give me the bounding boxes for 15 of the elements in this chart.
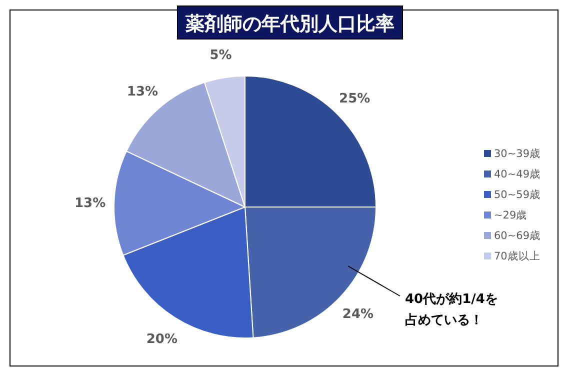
text: 40代が約1/4を [405, 292, 498, 307]
legend-label: 50~59歳 [494, 188, 541, 201]
data-label: 24% [342, 307, 374, 322]
chart-title: 薬剤師の年代別人口比率 [184, 13, 394, 35]
data-label: 5% [210, 48, 232, 63]
legend-label: 60~69歳 [494, 229, 541, 242]
legend-label: 70歳以上 [494, 250, 540, 262]
data-label: 20% [146, 332, 178, 347]
legend-label: 30~39歳 [494, 147, 541, 160]
data-label: 25% [339, 91, 370, 106]
text: 占めている！ [405, 313, 483, 328]
data-label: 13% [126, 84, 158, 100]
data-label: 13% [74, 196, 106, 212]
legend-label: ~29歳 [494, 208, 528, 222]
legend-label: 40~49歳 [494, 168, 541, 180]
